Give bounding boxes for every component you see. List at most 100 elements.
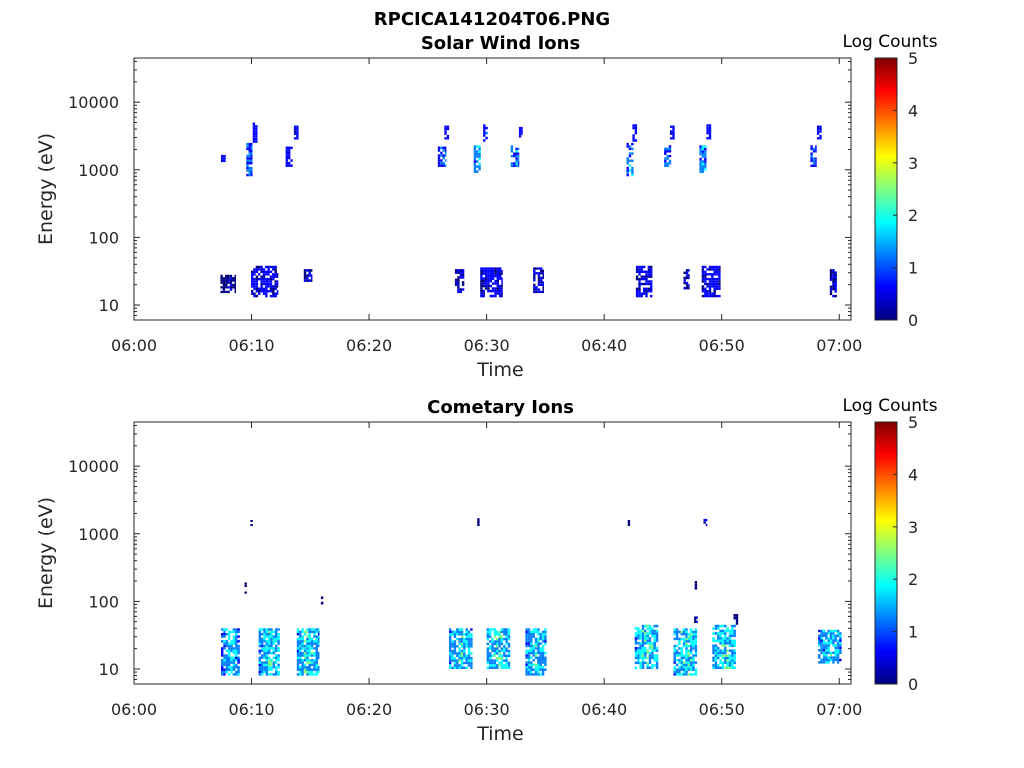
heatmap-cell xyxy=(544,642,547,645)
heatmap-cell xyxy=(650,275,653,278)
heatmap-cell xyxy=(493,659,497,662)
heatmap-cell xyxy=(268,649,271,652)
heatmap-cell xyxy=(237,670,240,674)
heatmap-cell xyxy=(235,630,238,634)
heatmap-cell xyxy=(230,642,233,645)
heatmap-cell xyxy=(651,656,654,660)
heatmap-cell xyxy=(641,646,645,650)
heatmap-cell xyxy=(825,644,828,647)
heatmap-cell xyxy=(655,661,659,665)
heatmap-cell xyxy=(494,292,497,295)
heatmap-cell xyxy=(834,283,837,286)
heatmap-cell xyxy=(303,647,307,650)
heatmap-cell xyxy=(275,670,278,674)
heatmap-cell xyxy=(815,159,817,163)
heatmap-cell xyxy=(680,637,683,641)
heatmap-cell xyxy=(731,644,734,647)
heatmap-cell xyxy=(255,132,258,136)
heatmap-cell xyxy=(505,630,508,634)
heatmap-cell xyxy=(458,659,461,662)
heatmap-cell xyxy=(274,282,277,286)
heatmap-cell xyxy=(470,666,473,669)
heatmap-cell xyxy=(272,273,275,276)
heatmap-cell xyxy=(491,289,495,293)
heatmap-cell xyxy=(486,633,489,636)
heatmap-cell xyxy=(717,637,720,640)
heatmap-cell xyxy=(651,644,654,647)
heatmap-cell xyxy=(451,630,454,634)
heatmap-cell xyxy=(706,131,709,135)
heatmap-cell xyxy=(235,673,238,676)
heatmap-cell xyxy=(651,632,654,635)
heatmap-cell xyxy=(694,649,698,652)
heatmap-cell xyxy=(253,292,256,295)
heatmap-cell xyxy=(544,661,547,664)
heatmap-cell xyxy=(456,661,459,665)
heatmap-cell xyxy=(503,628,506,631)
heatmap-cell xyxy=(313,659,316,662)
heatmap-cell xyxy=(478,162,481,166)
heatmap-cell xyxy=(227,279,230,282)
heatmap-cell xyxy=(491,664,494,667)
heatmap-cell xyxy=(692,633,695,636)
heatmap-cell xyxy=(467,659,471,662)
heatmap-cell xyxy=(223,661,226,664)
heatmap-cell xyxy=(467,654,471,657)
heatmap-cell xyxy=(672,134,675,138)
heatmap-cell xyxy=(293,137,297,140)
heatmap-cell xyxy=(715,287,719,290)
heatmap-cell xyxy=(525,651,528,655)
heatmap-cell xyxy=(708,280,712,283)
heatmap-cell xyxy=(704,162,707,166)
heatmap-cell xyxy=(221,640,224,643)
heatmap-cell xyxy=(628,169,632,172)
heatmap-cell xyxy=(496,659,499,662)
heatmap-cell xyxy=(296,637,300,641)
heatmap-cell xyxy=(228,668,231,671)
heatmap-cell xyxy=(272,275,275,278)
heatmap-cell xyxy=(641,666,645,669)
heatmap-cell xyxy=(525,673,528,676)
heatmap-cell xyxy=(268,635,271,638)
y-tick-label: 100 xyxy=(88,228,119,247)
heatmap-cell xyxy=(505,664,508,667)
heatmap-cell xyxy=(708,124,712,127)
heatmap-cell xyxy=(685,663,688,667)
heatmap-cell xyxy=(641,627,645,630)
heatmap-cell xyxy=(496,272,499,275)
heatmap-cell xyxy=(449,633,452,636)
heatmap-cell xyxy=(680,661,683,664)
heatmap-cell xyxy=(467,649,471,653)
heatmap-cell xyxy=(704,150,707,153)
heatmap-cell xyxy=(299,661,302,664)
heatmap-cell xyxy=(685,661,688,664)
heatmap-cell xyxy=(696,616,698,619)
heatmap-cell xyxy=(227,274,230,278)
heatmap-cell xyxy=(458,628,461,631)
heatmap-cell xyxy=(818,641,821,645)
heatmap-cell xyxy=(494,289,497,293)
heatmap-cell xyxy=(810,147,813,151)
heatmap-cell xyxy=(510,164,514,167)
heatmap-cell xyxy=(437,159,441,162)
heatmap-cell xyxy=(470,659,473,662)
heatmap-cell xyxy=(704,273,707,276)
heatmap-cell xyxy=(315,642,318,645)
heatmap-cell xyxy=(728,634,732,638)
colorbar-tick-label: 5 xyxy=(908,49,918,68)
heatmap-cell xyxy=(626,169,629,172)
heatmap-cell xyxy=(260,285,263,288)
heatmap-cell xyxy=(694,642,698,645)
heatmap-cell xyxy=(223,642,226,645)
heatmap-cell xyxy=(731,656,734,660)
heatmap-cell xyxy=(537,663,540,667)
heatmap-cell xyxy=(463,637,466,641)
heatmap-cell xyxy=(687,663,690,667)
heatmap-cell xyxy=(721,656,725,660)
heatmap-cell xyxy=(258,287,261,290)
heatmap-cell xyxy=(517,164,520,167)
heatmap-cell xyxy=(315,635,318,638)
heatmap-cell xyxy=(265,285,268,288)
heatmap-cell xyxy=(460,657,464,660)
heatmap-cell xyxy=(682,644,686,648)
